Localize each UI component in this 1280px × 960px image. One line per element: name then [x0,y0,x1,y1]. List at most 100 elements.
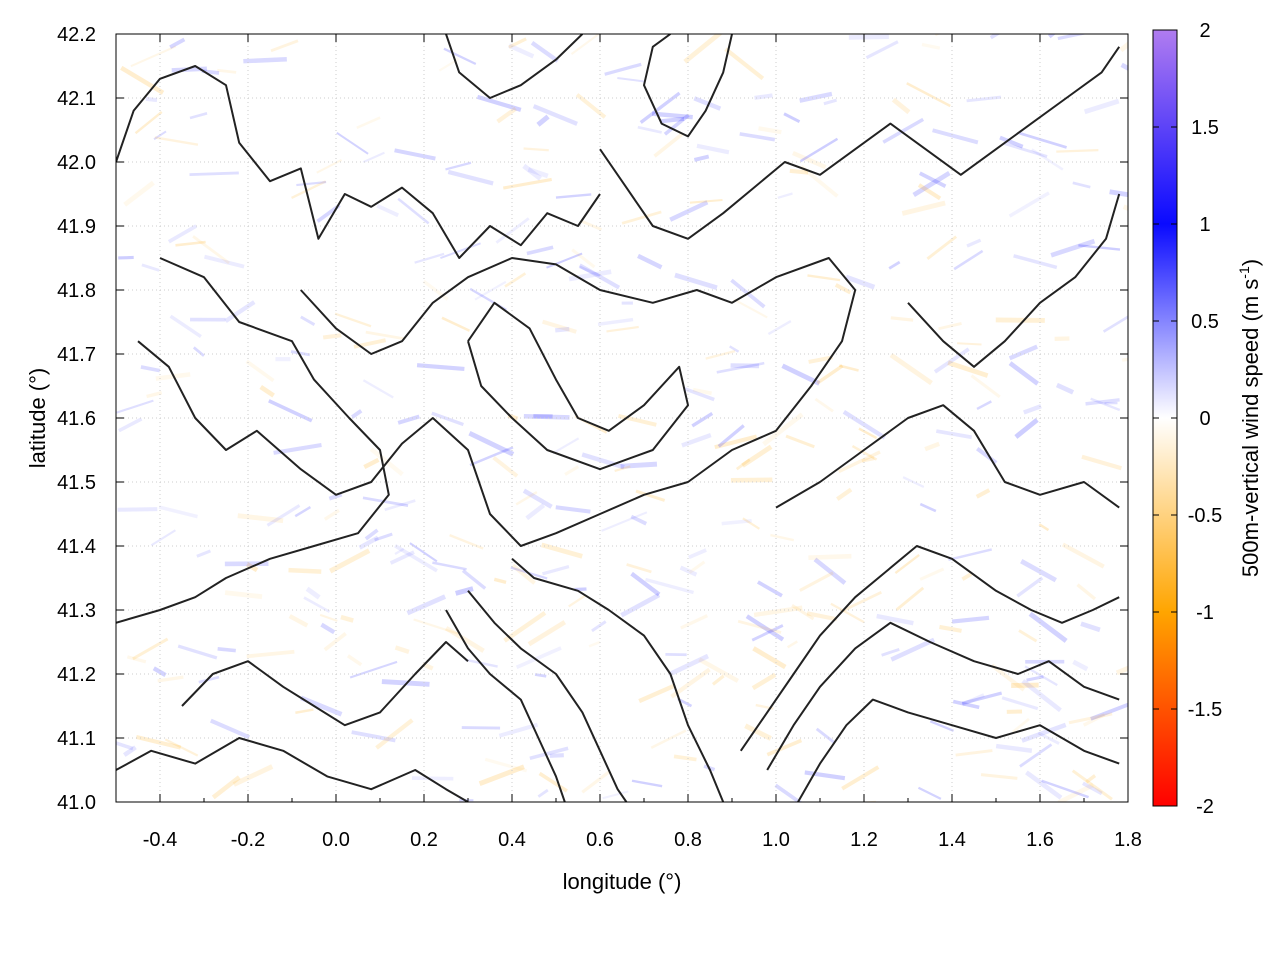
field-streak [891,97,911,115]
field-streak [300,315,316,326]
field-streak [888,260,901,270]
field-streak [1082,713,1106,727]
field-streak [542,565,570,576]
field-streak [670,667,711,699]
field-streak [1068,712,1113,725]
field-streak [529,746,569,761]
field-streak [536,114,550,127]
field-streak [651,111,693,120]
field-streak [351,409,363,419]
field-streak [653,132,684,158]
field-streak [1119,34,1128,53]
field-streak [806,611,838,622]
field-streak [799,164,839,198]
field-streak [762,412,804,447]
field-streak [830,602,865,624]
field-streak [511,563,536,585]
field-streak [492,456,519,478]
x-tick-label: 0.4 [498,829,526,851]
field-streak [130,45,177,68]
field-streak [1006,709,1023,714]
field-streak [1020,559,1057,583]
field-streak [1061,542,1105,569]
field-streak [411,776,454,781]
field-streak [358,535,379,550]
field-streak [841,765,880,791]
field-streak [351,730,396,743]
field-streak [1104,402,1118,405]
field-streak [571,248,596,269]
field-streak [663,113,690,136]
contour-line [766,621,1120,771]
field-streak [783,112,801,124]
field-streak [1024,665,1058,687]
field-streak [990,663,1026,692]
field-streak [620,461,658,469]
field-streak [303,596,331,613]
field-streak [295,708,314,714]
field-streak [735,458,751,471]
field-streak [754,93,773,100]
field-streak [349,660,398,679]
field-streak [522,488,553,509]
field-streak [781,363,821,386]
field-streak [895,586,925,611]
field-streak [564,465,580,476]
field-streak [631,779,663,788]
x-tick-label: 0.8 [674,829,702,851]
field-streak [711,674,725,686]
field-streak [744,723,772,741]
field-streak [1025,770,1063,800]
colorbar-label: 500m-vertical wind speed (m s-1) [1236,259,1263,577]
colorbar-tick-label: -1.5 [1188,699,1222,721]
contour-line [775,404,1120,509]
field-streak [845,274,876,290]
field-streak [503,610,547,643]
field-streak [975,488,991,499]
field-streak [751,624,784,642]
field-streak [932,128,979,145]
field-streak [164,738,199,757]
field-streak [552,437,580,455]
field-streak [224,590,263,600]
field-streak [1016,576,1044,598]
field-streak [438,58,460,72]
field-streak [834,283,852,295]
field-streak [189,171,239,177]
field-streak [669,200,709,222]
field-streak [691,412,714,428]
contour-line [116,737,469,802]
field-streak [134,110,163,135]
field-streak [329,548,371,574]
field-streak [568,594,587,608]
x-axis-label: longitude (°) [563,869,682,894]
field-streak [542,319,577,334]
field-streak [799,91,833,103]
field-streak [588,640,601,648]
field-streak [970,374,1001,399]
field-streak [919,502,937,513]
field-streak [604,62,642,76]
field-streak [906,82,951,108]
field-streak [323,632,347,652]
field-streak [1090,701,1128,721]
field-streak [786,640,798,649]
field-streak [211,775,241,800]
contour-line [599,46,1121,240]
field-streak [409,542,438,563]
colorbar-tick-label: 1 [1199,214,1210,236]
colorbar-label-main: 500m-vertical wind speed (m s [1238,279,1263,577]
field-streak [150,529,176,547]
field-streak [432,561,467,571]
field-streak [570,34,601,56]
y-tick-label: 42.0 [57,152,96,174]
field-streak [275,357,291,362]
field-streak [737,619,782,634]
field-streak [770,533,795,542]
field-streak [449,533,484,550]
field-streak [1038,523,1050,532]
field-streak [493,577,507,585]
field-streak [555,326,570,333]
field-streak [397,414,420,425]
field-streak [815,727,836,744]
